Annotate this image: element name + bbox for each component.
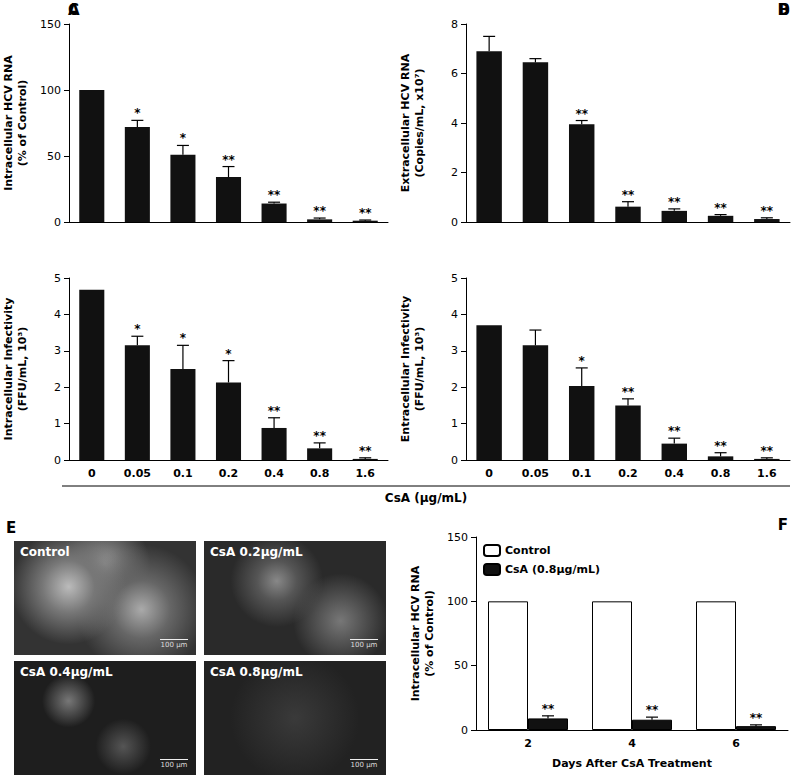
svg-text:*: * <box>579 354 586 368</box>
svg-text:4: 4 <box>451 117 458 130</box>
svg-text:100: 100 <box>447 595 468 608</box>
svg-text:**: ** <box>750 711 763 725</box>
svg-text:1: 1 <box>451 417 458 430</box>
html-text:CsA 0.4μg/mL: CsA 0.4μg/mL <box>20 665 113 679</box>
svg-text:0.1: 0.1 <box>173 467 193 480</box>
svg-text:5: 5 <box>54 272 61 285</box>
svg-text:(% of Control): (% of Control) <box>16 80 29 167</box>
svg-text:50: 50 <box>47 150 61 163</box>
html-text:Control: Control <box>20 545 70 559</box>
html-text:100 μm: 100 μm <box>160 761 188 769</box>
svg-text:100: 100 <box>40 84 61 97</box>
svg-text:**: ** <box>714 201 727 215</box>
svg-text:D: D <box>778 1 790 19</box>
svg-text:8: 8 <box>451 18 458 31</box>
svg-text:(Copies/mL, x10⁷): (Copies/mL, x10⁷) <box>413 68 426 177</box>
svg-text:*: * <box>134 106 141 120</box>
svg-text:**: ** <box>575 107 588 121</box>
svg-text:*: * <box>180 131 187 145</box>
svg-text:1.6: 1.6 <box>355 467 375 480</box>
svg-text:0: 0 <box>485 467 493 480</box>
svg-text:0: 0 <box>88 467 96 480</box>
svg-text:Intracellular HCV RNA: Intracellular HCV RNA <box>409 565 422 701</box>
svg-text:**: ** <box>646 703 659 717</box>
svg-text:**: ** <box>668 195 681 209</box>
svg-text:C: C <box>68 1 79 19</box>
svg-text:**: ** <box>761 204 774 218</box>
svg-text:**: ** <box>668 424 681 438</box>
svg-text:4: 4 <box>451 308 458 321</box>
html-text:100 μm: 100 μm <box>350 761 378 769</box>
html-text:E: E <box>6 519 17 537</box>
svg-text:3: 3 <box>54 344 61 357</box>
svg-text:4: 4 <box>54 308 61 321</box>
html-text:100 μm: 100 μm <box>350 641 378 649</box>
svg-text:(% of Control): (% of Control) <box>423 590 436 677</box>
svg-text:**: ** <box>761 444 774 458</box>
svg-text:Control: Control <box>505 544 550 557</box>
svg-text:150: 150 <box>447 531 468 544</box>
svg-text:50: 50 <box>454 659 468 672</box>
svg-text:0.4: 0.4 <box>665 467 685 480</box>
svg-text:**: ** <box>268 404 281 418</box>
svg-text:Intracellular Infectivity: Intracellular Infectivity <box>2 298 15 441</box>
svg-text:**: ** <box>222 153 235 167</box>
svg-text:A: A <box>68 1 80 19</box>
svg-text:(FFU/mL, 10³): (FFU/mL, 10³) <box>413 327 426 412</box>
svg-text:0.2: 0.2 <box>219 467 239 480</box>
svg-text:4: 4 <box>628 737 636 750</box>
svg-text:**: ** <box>313 204 326 218</box>
svg-text:**: ** <box>622 188 635 202</box>
svg-text:150: 150 <box>40 18 61 31</box>
svg-text:**: ** <box>313 429 326 443</box>
svg-text:1.6: 1.6 <box>757 467 777 480</box>
svg-text:6: 6 <box>451 67 458 80</box>
svg-text:**: ** <box>268 188 281 202</box>
svg-text:*: * <box>134 322 141 336</box>
svg-text:0: 0 <box>54 454 61 467</box>
svg-text:Entracellular Infectivity: Entracellular Infectivity <box>399 296 412 442</box>
svg-text:2: 2 <box>451 166 458 179</box>
svg-text:CsA (0.8μg/mL): CsA (0.8μg/mL) <box>505 563 600 576</box>
svg-text:**: ** <box>542 702 555 716</box>
html-text:CsA 0.8μg/mL: CsA 0.8μg/mL <box>210 665 303 679</box>
svg-text:5: 5 <box>451 272 458 285</box>
svg-text:2: 2 <box>524 737 532 750</box>
svg-text:0.2: 0.2 <box>618 467 638 480</box>
svg-text:0.1: 0.1 <box>572 467 592 480</box>
svg-text:0.8: 0.8 <box>310 467 330 480</box>
svg-text:CsA (μg/mL): CsA (μg/mL) <box>385 491 467 505</box>
svg-text:2: 2 <box>451 381 458 394</box>
svg-text:6: 6 <box>732 737 740 750</box>
svg-text:Days After CsA Treatment: Days After CsA Treatment <box>552 757 712 770</box>
svg-text:*: * <box>225 347 232 361</box>
svg-text:2: 2 <box>54 381 61 394</box>
svg-text:3: 3 <box>451 344 458 357</box>
svg-text:F: F <box>778 516 788 534</box>
html-text:CsA 0.2μg/mL: CsA 0.2μg/mL <box>210 545 303 559</box>
svg-text:0.4: 0.4 <box>264 467 284 480</box>
svg-text:0.8: 0.8 <box>711 467 731 480</box>
svg-text:(FFU/mL, 10³): (FFU/mL, 10³) <box>16 327 29 412</box>
svg-text:**: ** <box>359 444 372 458</box>
svg-text:**: ** <box>622 385 635 399</box>
svg-text:Intracellular HCV RNA: Intracellular HCV RNA <box>2 55 15 191</box>
svg-text:*: * <box>180 331 187 345</box>
svg-text:0: 0 <box>451 454 458 467</box>
svg-text:1: 1 <box>54 417 61 430</box>
html-text:100 μm: 100 μm <box>160 641 188 649</box>
svg-text:Extracellular HCV RNA: Extracellular HCV RNA <box>399 53 412 192</box>
svg-text:0.05: 0.05 <box>522 467 549 480</box>
svg-text:0.05: 0.05 <box>124 467 151 480</box>
svg-text:0: 0 <box>54 216 61 229</box>
svg-text:**: ** <box>359 206 372 220</box>
svg-text:0: 0 <box>461 724 468 737</box>
svg-text:**: ** <box>714 439 727 453</box>
svg-text:0: 0 <box>451 216 458 229</box>
